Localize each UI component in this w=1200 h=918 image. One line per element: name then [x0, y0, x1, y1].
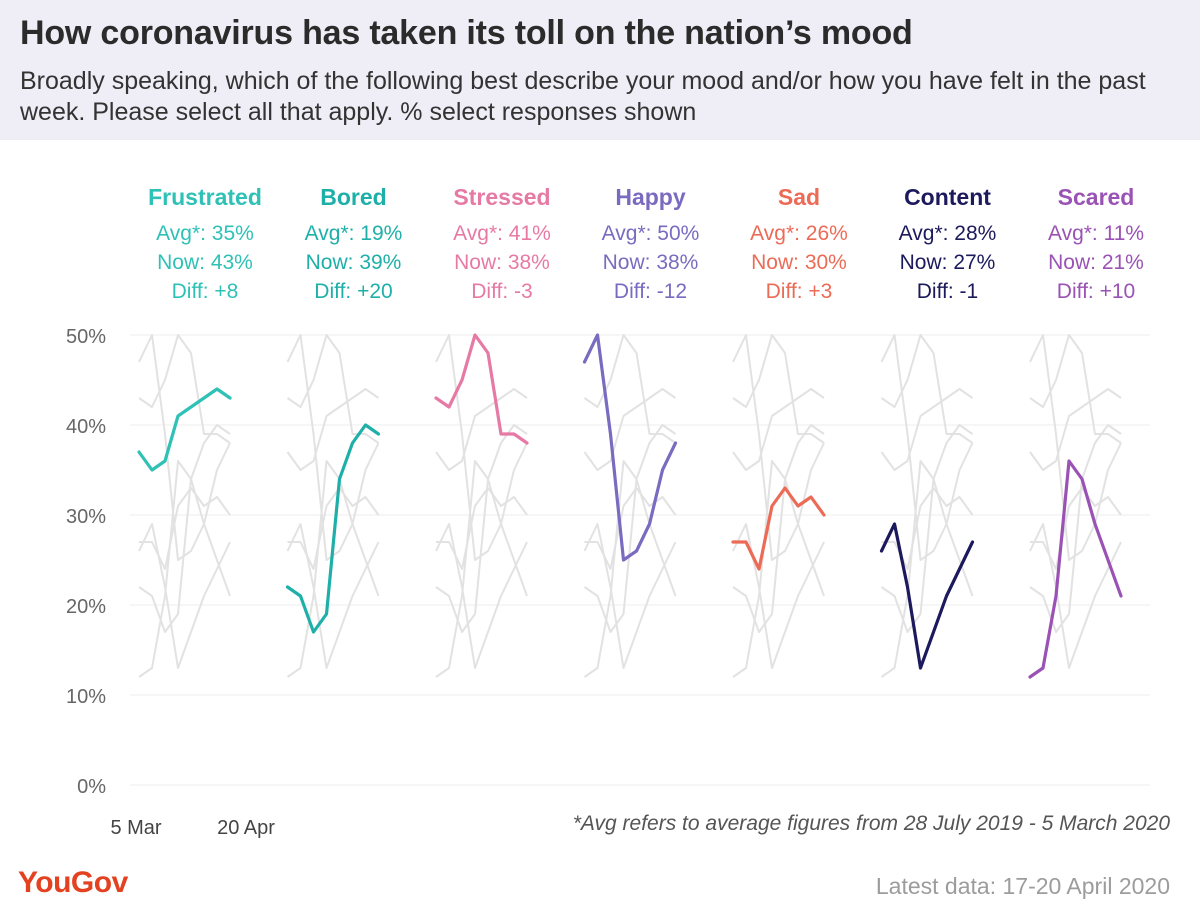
series-avg-label: Avg*: 50% [602, 222, 700, 245]
series-avg-label: Avg*: 26% [750, 222, 848, 245]
background-line-content [583, 523, 677, 669]
chart-subtitle: Broadly speaking, which of the following… [20, 67, 1146, 126]
background-line-sad [139, 487, 231, 570]
background-line-scared [138, 460, 231, 678]
yougov-logo: YouGov [18, 866, 128, 899]
series-line-bored [285, 423, 381, 634]
series-now-label: Now: 27% [900, 251, 996, 274]
y-tick-label: 50% [66, 326, 106, 348]
series-diff-label: Diff: -1 [917, 280, 978, 303]
series-name-content: Content [904, 184, 991, 210]
y-tick-label: 20% [66, 596, 106, 618]
background-line-content [732, 523, 825, 669]
background-line-sad [584, 487, 677, 570]
background-line-frustrated [1029, 388, 1122, 471]
series-diff-label: Diff: +3 [766, 280, 833, 303]
chart-title: How coronavirus has taken its toll on th… [20, 14, 913, 52]
series-line-scared [1028, 459, 1123, 679]
background-line-stressed [286, 334, 380, 444]
background-line-bored [583, 424, 677, 633]
series-now-label: Now: 21% [1048, 251, 1144, 274]
background-line-happy [435, 334, 528, 561]
background-line-stressed [583, 334, 677, 444]
background-line-scared [880, 460, 974, 678]
background-line-content [138, 523, 231, 669]
x-tick-label: 20 Apr [217, 817, 275, 839]
background-line-stressed [880, 334, 974, 444]
series-diff-label: Diff: +10 [1057, 280, 1135, 303]
background-line-content [1029, 523, 1122, 669]
y-tick-label: 40% [66, 416, 106, 438]
series-now-label: Now: 38% [603, 251, 699, 274]
x-tick-label: 5 Mar [110, 817, 161, 839]
y-tick-label: 10% [66, 686, 106, 708]
background-line-frustrated [880, 388, 974, 471]
background-line-happy [732, 334, 825, 561]
background-line-frustrated [583, 388, 677, 471]
y-tick-label: 0% [77, 776, 106, 798]
latest-data-label: Latest data: 17-20 April 2020 [875, 873, 1170, 899]
background-line-stressed [732, 334, 825, 444]
series-diff-label: Diff: -12 [614, 280, 687, 303]
background-line-happy [138, 334, 231, 561]
series-now-label: Now: 39% [306, 251, 402, 274]
series-diff-label: Diff: -3 [471, 280, 532, 303]
series-name-stressed: Stressed [453, 184, 550, 210]
series-avg-label: Avg*: 11% [1048, 222, 1144, 245]
series-now-label: Now: 38% [454, 251, 550, 274]
background-line-sad [436, 487, 528, 570]
header-band [0, 0, 1200, 140]
series-line-content [879, 522, 975, 670]
series-diff-label: Diff: +20 [314, 280, 392, 303]
footnote: *Avg refers to average figures from 28 J… [572, 812, 1170, 835]
series-line-happy [582, 333, 678, 562]
background-line-frustrated [732, 388, 825, 471]
series-name-frustrated: Frustrated [148, 184, 262, 210]
background-line-sad [881, 487, 974, 570]
background-line-bored [880, 424, 974, 633]
background-line-scared [732, 460, 825, 678]
series-line-stressed [434, 333, 529, 445]
background-line-stressed [138, 334, 231, 444]
background-line-sad [287, 487, 380, 570]
y-tick-label: 30% [66, 506, 106, 528]
series-name-sad: Sad [778, 184, 820, 210]
background-line-content [286, 523, 380, 669]
series-now-label: Now: 43% [157, 251, 253, 274]
series-name-happy: Happy [615, 184, 686, 210]
background-line-sad [1030, 487, 1122, 570]
series-name-scared: Scared [1058, 184, 1135, 210]
background-line-frustrated [138, 388, 231, 471]
background-line-bored [435, 424, 528, 633]
background-line-bored [1029, 424, 1122, 633]
series-avg-label: Avg*: 41% [453, 222, 551, 245]
series-now-label: Now: 30% [751, 251, 847, 274]
background-line-bored [732, 424, 825, 633]
background-line-frustrated [435, 388, 528, 471]
background-line-happy [1029, 334, 1122, 561]
background-line-stressed [1029, 334, 1122, 444]
series-avg-label: Avg*: 19% [305, 222, 403, 245]
series-name-bored: Bored [320, 184, 386, 210]
background-line-frustrated [286, 388, 380, 471]
background-line-scared [583, 460, 677, 678]
background-line-happy [880, 334, 974, 561]
series-line-sad [731, 486, 826, 571]
series-diff-label: Diff: +8 [172, 280, 239, 303]
background-line-bored [138, 424, 231, 633]
series-avg-label: Avg*: 28% [899, 222, 997, 245]
background-line-scared [435, 460, 528, 678]
background-line-scared [286, 460, 380, 678]
series-line-frustrated [137, 387, 232, 472]
background-line-content [435, 523, 528, 669]
series-avg-label: Avg*: 35% [156, 222, 254, 245]
